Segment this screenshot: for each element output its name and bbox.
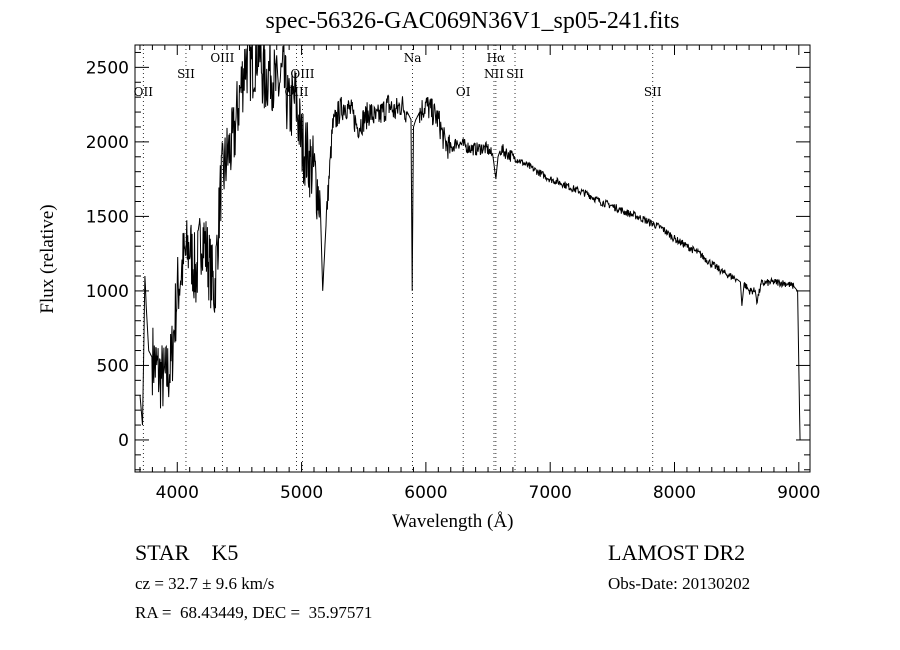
x-tick-label: 6000 (404, 483, 447, 503)
x-tick-label: 4000 (156, 483, 199, 503)
redshift-info: cz = 32.7 ± 9.6 km/s (135, 574, 275, 593)
line-marker-label: OI (456, 85, 471, 99)
y-tick-label: 1000 (86, 282, 129, 302)
y-tick-label: 2500 (86, 58, 129, 78)
x-tick-label: 8000 (653, 483, 696, 503)
line-marker-label: OIII (290, 67, 314, 81)
line-marker-label: SII (177, 67, 195, 81)
plot-frame (134, 44, 811, 473)
line-marker-label: OIII (210, 51, 234, 65)
x-tick-label: 5000 (280, 483, 323, 503)
line-marker-label: OII (134, 85, 154, 99)
line-marker-label: SII (506, 67, 524, 81)
x-tick-label: 9000 (777, 483, 820, 503)
y-tick-label: 1500 (86, 207, 129, 227)
line-marker-label: NII (484, 67, 504, 81)
y-tick-label: 0 (118, 431, 129, 451)
chart-title: spec-56326-GAC069N36V1_sp05-241.fits (265, 8, 680, 34)
line-marker-label: Na (404, 51, 422, 65)
coordinates: RA = 68.43449, DEC = 35.97571 (135, 603, 373, 622)
y-tick-label: 2000 (86, 133, 129, 153)
object-class: STAR K5 (135, 540, 239, 565)
line-marker-label: Hα (487, 51, 506, 65)
line-marker-label: SII (644, 85, 662, 99)
y-tick-label: 500 (97, 356, 129, 376)
spectrum-line (139, 45, 801, 440)
survey-label: LAMOST DR2 (608, 540, 746, 565)
x-tick-label: 7000 (529, 483, 572, 503)
x-axis-label: Wavelength (Å) (392, 511, 514, 532)
obs-date: Obs-Date: 20130202 (608, 574, 751, 593)
